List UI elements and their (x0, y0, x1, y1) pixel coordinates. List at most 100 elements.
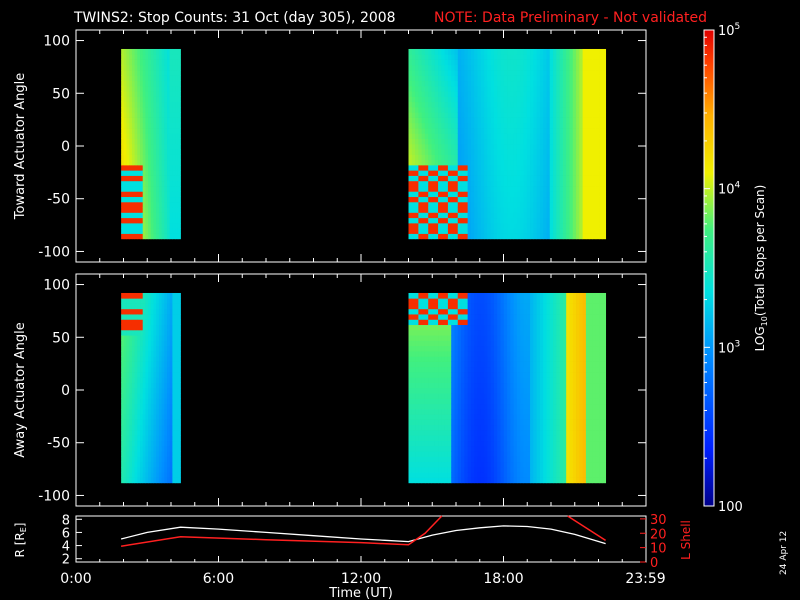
toward-heatmap-cell (444, 228, 449, 234)
toward-heatmap-cell (510, 164, 515, 171)
toward-heatmap-cell (441, 159, 446, 166)
away-heatmap-cell (164, 393, 168, 399)
toward-heatmap-cell (520, 154, 524, 161)
toward-heatmap-cell (484, 70, 488, 76)
toward-heatmap-cell (438, 91, 442, 97)
away-heatmap-cell (150, 308, 154, 315)
away-heatmap-cell (434, 424, 439, 431)
away-heatmap-cell (140, 345, 144, 352)
toward-heatmap-cell (153, 138, 157, 145)
toward-heatmap-cell (579, 128, 584, 134)
toward-heatmap-cell (513, 154, 518, 161)
toward-heatmap-cell (438, 64, 442, 71)
toward-heatmap-cell (569, 85, 574, 92)
away-heatmap-cell (172, 361, 176, 368)
toward-heatmap-cell (520, 175, 524, 182)
away-heatmap-cell (121, 361, 125, 368)
toward-heatmap-cell (175, 91, 179, 97)
away-heatmap-cell (441, 419, 446, 426)
toward-heatmap-cell (602, 96, 607, 103)
away-heatmap-cell (510, 329, 515, 336)
away-heatmap-cell (126, 419, 130, 426)
away-heatmap-cell (150, 314, 154, 320)
away-heatmap-cell (474, 324, 478, 331)
away-heatmap-cell (418, 372, 423, 378)
toward-heatmap-cell (169, 75, 173, 82)
toward-heatmap-cell (441, 196, 446, 203)
toward-heatmap-cell (497, 164, 501, 171)
away-heatmap-cell (164, 340, 168, 347)
away-heatmap-cell (134, 387, 138, 394)
toward-heatmap-cell (129, 70, 133, 76)
toward-heatmap-cell (585, 106, 590, 113)
toward-heatmap-cell (424, 122, 429, 129)
toward-heatmap-cell (582, 191, 587, 198)
toward-heatmap-cell (533, 228, 538, 234)
toward-heatmap-cell (520, 138, 524, 145)
toward-heatmap-cell (556, 138, 561, 145)
away-heatmap-cell (454, 324, 459, 331)
toward-heatmap-cell (177, 228, 181, 234)
toward-heatmap-cell (493, 64, 498, 71)
away-heatmap-cell (474, 424, 478, 431)
away-heatmap-cell (464, 324, 469, 331)
toward-heatmap-cell (158, 164, 163, 171)
toward-heatmap-cell (158, 186, 163, 192)
toward-heatmap-cell (134, 128, 138, 134)
toward-heatmap-cell (467, 70, 472, 76)
away-heatmap-cell (408, 335, 413, 341)
toward-heatmap-cell (556, 59, 561, 66)
toward-heatmap-cell (539, 143, 544, 150)
away-heatmap-cell (137, 430, 141, 436)
toward-heatmap-cell (556, 122, 561, 129)
away-heatmap-cell (158, 382, 163, 389)
toward-heatmap-cell (464, 85, 469, 92)
toward-heatmap-cell (461, 117, 465, 124)
toward-heatmap-cell (530, 233, 534, 240)
away-heatmap-cell (148, 387, 152, 394)
toward-heatmap-cell (585, 164, 590, 171)
away-heatmap-cell (418, 382, 423, 389)
toward-heatmap-cell (516, 117, 521, 124)
toward-heatmap-cell (451, 222, 455, 229)
toward-heatmap-cell (153, 96, 157, 103)
away-heatmap-cell (470, 424, 475, 431)
toward-heatmap-cell (137, 196, 141, 203)
away-heatmap-cell (131, 408, 136, 415)
away-heatmap-cell (444, 350, 449, 357)
toward-heatmap-cell (451, 217, 455, 224)
away-heatmap-cell (454, 445, 459, 452)
toward-heatmap-cell (126, 59, 130, 66)
toward-heatmap-cell (487, 64, 492, 71)
toward-heatmap-cell (145, 186, 149, 192)
toward-heatmap-cell (441, 212, 446, 219)
toward-heatmap-cell (484, 138, 488, 145)
toward-heatmap-cell (500, 233, 505, 240)
toward-heatmap-cell (438, 170, 442, 176)
toward-heatmap-cell (161, 228, 165, 234)
toward-heatmap-cell (126, 159, 130, 166)
toward-heatmap-cell (592, 143, 597, 150)
toward-heatmap-cell (431, 70, 436, 76)
toward-heatmap-cell (589, 154, 593, 161)
toward-heatmap-cell (121, 149, 125, 155)
toward-heatmap-cell (595, 222, 600, 229)
away-heatmap-cell (428, 345, 432, 352)
toward-heatmap-cell (457, 233, 462, 240)
toward-heatmap-cell (134, 149, 138, 155)
toward-heatmap-cell (553, 149, 557, 155)
toward-heatmap-cell (516, 164, 521, 171)
toward-heatmap-cell (145, 154, 149, 161)
away-heatmap-cell (461, 461, 465, 468)
toward-heatmap-cell (457, 133, 462, 140)
toward-heatmap-cell (480, 101, 485, 108)
away-heatmap-cell (134, 435, 138, 442)
away-heatmap-cell (175, 393, 179, 399)
away-heatmap-cell (444, 403, 449, 410)
toward-heatmap-cell (582, 233, 587, 240)
away-heatmap-cell (161, 292, 165, 299)
toward-heatmap-cell (454, 207, 459, 213)
away-heatmap-cell (156, 466, 160, 473)
away-heatmap-cell (418, 303, 423, 310)
toward-heatmap-cell (546, 112, 551, 118)
